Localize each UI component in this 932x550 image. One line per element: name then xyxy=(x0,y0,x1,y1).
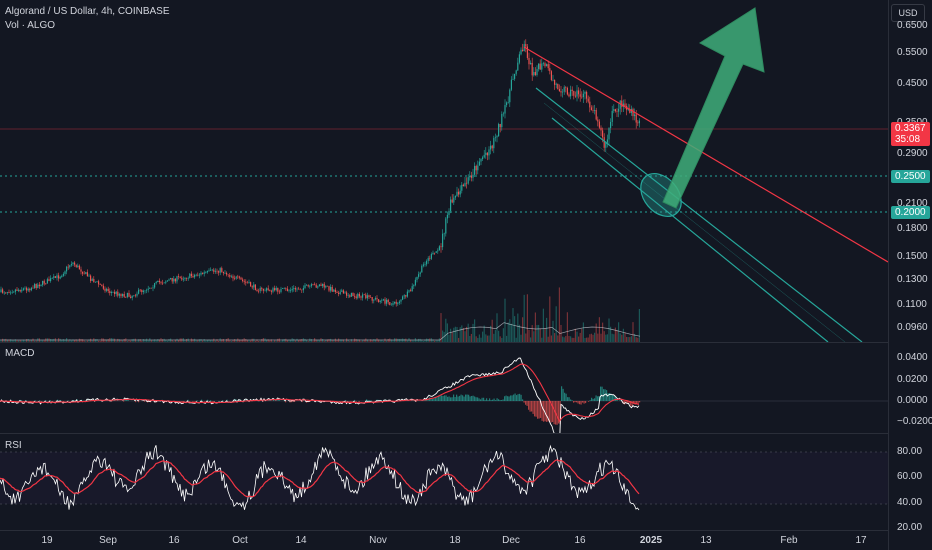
current-price-badge: 0.3367 35:08 xyxy=(891,122,930,146)
price-tick: 0.5500 xyxy=(897,47,928,58)
time-tick: 16 xyxy=(168,535,180,546)
price-candles xyxy=(0,39,640,307)
rsi-tick: 80.00 xyxy=(897,446,923,457)
price-tick: 0.4500 xyxy=(897,78,928,89)
price-tick: 0.0960 xyxy=(897,322,928,333)
rsi-tick: 60.00 xyxy=(897,471,923,482)
price-chart[interactable] xyxy=(0,0,888,342)
price-tick: 0.1500 xyxy=(897,251,928,262)
bar-countdown: 35:08 xyxy=(895,134,921,145)
macd-tick: 0.0400 xyxy=(897,352,928,363)
macd-label[interactable]: MACD xyxy=(5,348,35,359)
level-badge-0.20: 0.2000 xyxy=(891,206,930,219)
resistance-trendline[interactable] xyxy=(523,46,888,263)
time-tick: Feb xyxy=(780,535,798,546)
time-tick: Sep xyxy=(99,535,117,546)
rsi-label[interactable]: RSI xyxy=(5,440,22,451)
volume-bars xyxy=(0,287,641,342)
pane-separator[interactable] xyxy=(0,342,888,343)
price-tick: 0.1100 xyxy=(897,299,927,310)
volume-label[interactable]: Vol · ALGO xyxy=(5,20,56,31)
rsi-band xyxy=(0,452,888,504)
time-tick: 14 xyxy=(295,535,307,546)
channel-upper-line[interactable] xyxy=(535,87,863,342)
pane-separator[interactable] xyxy=(0,433,888,434)
channel-lower-line[interactable] xyxy=(551,117,829,342)
time-tick: 13 xyxy=(700,535,712,546)
time-tick: Nov xyxy=(369,535,387,546)
macd-tick: 0.0200 xyxy=(897,374,928,385)
time-tick: 2025 xyxy=(639,535,663,546)
time-tick: Oct xyxy=(232,535,248,546)
price-tick: 0.1800 xyxy=(897,223,928,234)
time-tick: 16 xyxy=(574,535,586,546)
macd-tick: −0.0200 xyxy=(897,416,932,427)
time-tick: 19 xyxy=(41,535,53,546)
time-axis-separator xyxy=(0,530,888,531)
rsi-tick: 40.00 xyxy=(897,497,923,508)
rsi-chart[interactable] xyxy=(0,434,888,530)
price-tick: 0.1300 xyxy=(897,274,928,285)
channel-middle-line xyxy=(543,102,846,342)
level-badge-0.25: 0.2500 xyxy=(891,170,930,183)
price-tick: 0.2100 xyxy=(897,198,928,209)
price-tick: 0.2900 xyxy=(897,148,928,159)
rsi-tick: 20.00 xyxy=(897,522,923,533)
time-tick: 18 xyxy=(449,535,461,546)
price-axis-separator[interactable] xyxy=(888,0,889,550)
symbol-title[interactable]: Algorand / US Dollar, 4h, COINBASE xyxy=(5,6,170,17)
current-price-value: 0.3367 xyxy=(895,123,926,134)
price-tick: 0.6500 xyxy=(897,20,928,31)
currency-button[interactable]: USD xyxy=(891,4,925,22)
macd-chart[interactable] xyxy=(0,343,888,433)
upward-arrow[interactable] xyxy=(662,7,765,209)
macd-tick: 0.0000 xyxy=(897,395,928,406)
time-tick: 17 xyxy=(855,535,867,546)
time-tick: Dec xyxy=(502,535,520,546)
